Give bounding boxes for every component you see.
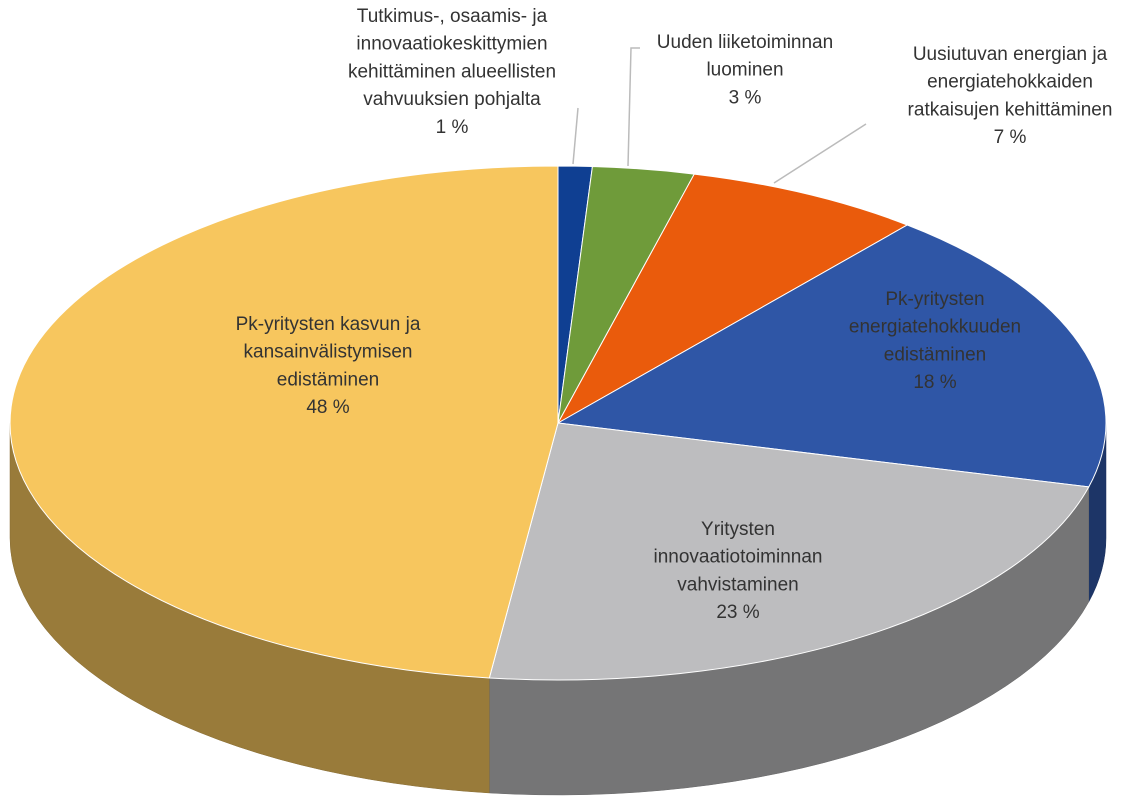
category-label: Tutkimus-, osaamis- ja innovaatiokeskitty… — [348, 6, 556, 110]
pie-slice — [556, 224, 1107, 488]
leader-line — [773, 123, 867, 184]
leader-line — [572, 107, 579, 165]
pie-tops — [9, 165, 1107, 681]
value-label: 48 % — [306, 397, 349, 418]
value-label: 7 % — [994, 127, 1027, 148]
category-label: Pk-yritysten energiatehokkuuden edistämine… — [849, 289, 1021, 365]
pie-slice — [488, 422, 1090, 681]
labels: Tutkimus-, osaamis- ja innovaatiokeskitty… — [236, 6, 1113, 623]
category-label: Uusiutuvan energian ja energiatehokkaiden… — [908, 44, 1113, 120]
leader-lines — [572, 47, 867, 184]
pie-slice — [9, 165, 559, 679]
leader-line — [627, 47, 640, 167]
category-label: Uuden liiketoiminnan luominen — [657, 32, 833, 81]
value-label: 23 % — [716, 602, 759, 623]
pie-slice — [556, 173, 909, 425]
category-label: Yritysten innovaatiotoiminnan vahvistamine… — [653, 519, 822, 595]
value-label: 3 % — [729, 87, 762, 108]
value-label: 18 % — [913, 372, 956, 393]
value-label: 1 % — [436, 117, 469, 138]
category-label: Pk-yritysten kasvun ja kansainvälistymise… — [236, 314, 421, 390]
